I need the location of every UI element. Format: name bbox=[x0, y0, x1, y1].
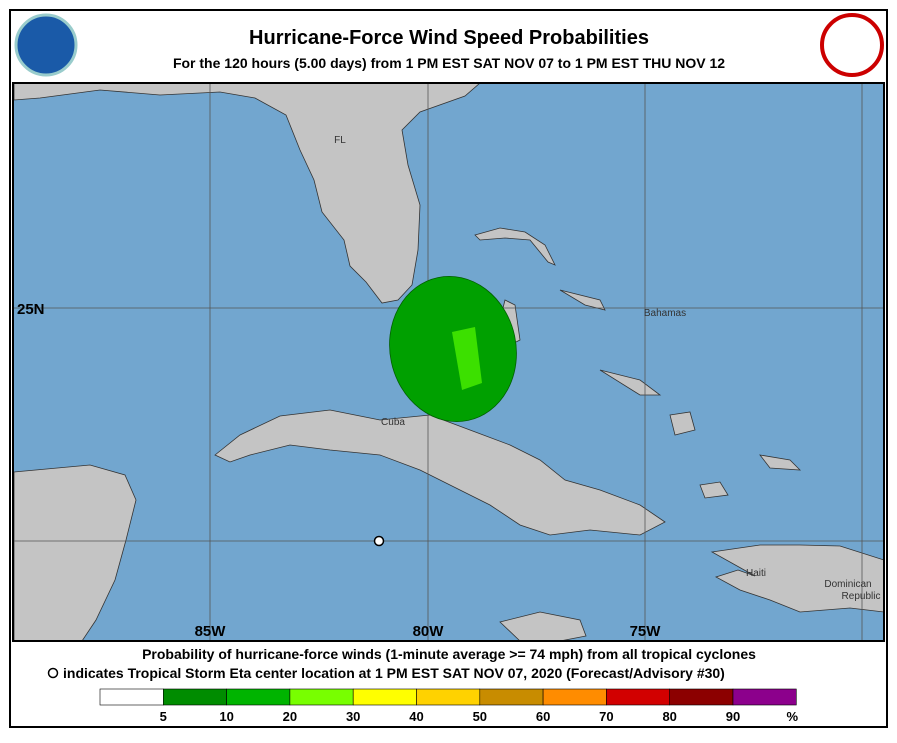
color-scale: 5 10 20 30 40 50 60 70 80 90% bbox=[99, 688, 799, 724]
place-label: Bahamas bbox=[644, 308, 686, 319]
map: FL Bahamas Cuba Haiti Dominican Republic… bbox=[13, 83, 884, 641]
storm-center bbox=[373, 535, 385, 547]
place-label: Republic bbox=[842, 591, 881, 602]
probability-contour bbox=[389, 276, 517, 422]
bahamas-island bbox=[699, 481, 729, 499]
longitude-label: 85W bbox=[195, 623, 227, 640]
subtitle: For the 120 hours (5.00 days) from 1 PM … bbox=[173, 55, 725, 71]
probability-contour bbox=[452, 327, 482, 390]
nws-logo bbox=[820, 13, 884, 77]
bahamas-island bbox=[759, 454, 802, 471]
color-swatch bbox=[99, 688, 164, 706]
footer-line: Probability of hurricane-force winds (1-… bbox=[142, 646, 756, 662]
scale-label: 10 bbox=[219, 709, 233, 724]
color-swatch bbox=[669, 688, 734, 706]
scale-label: 5 bbox=[160, 709, 167, 724]
color-swatch bbox=[732, 688, 797, 706]
place-label: Haiti bbox=[746, 568, 766, 579]
color-swatch bbox=[479, 688, 544, 706]
cuba bbox=[214, 409, 666, 536]
scale-label: 60 bbox=[536, 709, 550, 724]
scale-label: 20 bbox=[283, 709, 297, 724]
color-swatch bbox=[542, 688, 607, 706]
color-swatch bbox=[289, 688, 354, 706]
color-swatch bbox=[226, 688, 291, 706]
noaa-logo bbox=[14, 13, 78, 77]
color-swatch bbox=[606, 688, 671, 706]
scale-label: 80 bbox=[662, 709, 676, 724]
color-swatch bbox=[352, 688, 417, 706]
scale-label: 70 bbox=[599, 709, 613, 724]
bahamas-island bbox=[474, 227, 556, 266]
place-label: FL bbox=[334, 135, 346, 146]
place-label: Dominican bbox=[824, 579, 871, 590]
color-swatch bbox=[163, 688, 227, 706]
scale-label: 30 bbox=[346, 709, 360, 724]
place-label: Cuba bbox=[381, 417, 405, 428]
florida bbox=[13, 83, 481, 304]
hispaniola bbox=[710, 544, 884, 613]
latitude-label: 25N bbox=[17, 301, 45, 318]
title: Hurricane-Force Wind Speed Probabilities bbox=[249, 27, 649, 49]
longitude-label: 80W bbox=[413, 623, 445, 640]
color-swatch bbox=[416, 688, 481, 706]
storm-center-icon bbox=[47, 667, 59, 679]
yucatan bbox=[13, 464, 137, 641]
scale-label: % bbox=[787, 709, 799, 724]
scale-label: 90 bbox=[726, 709, 740, 724]
jamaica bbox=[499, 611, 587, 641]
bahamas-island bbox=[559, 289, 606, 311]
longitude-label: 75W bbox=[630, 623, 662, 640]
map-border bbox=[12, 82, 885, 642]
scale-label: 40 bbox=[409, 709, 423, 724]
scale-label: 50 bbox=[473, 709, 487, 724]
bahamas-island bbox=[669, 411, 696, 436]
footer-line: indicates Tropical Storm Eta center loca… bbox=[63, 665, 725, 681]
